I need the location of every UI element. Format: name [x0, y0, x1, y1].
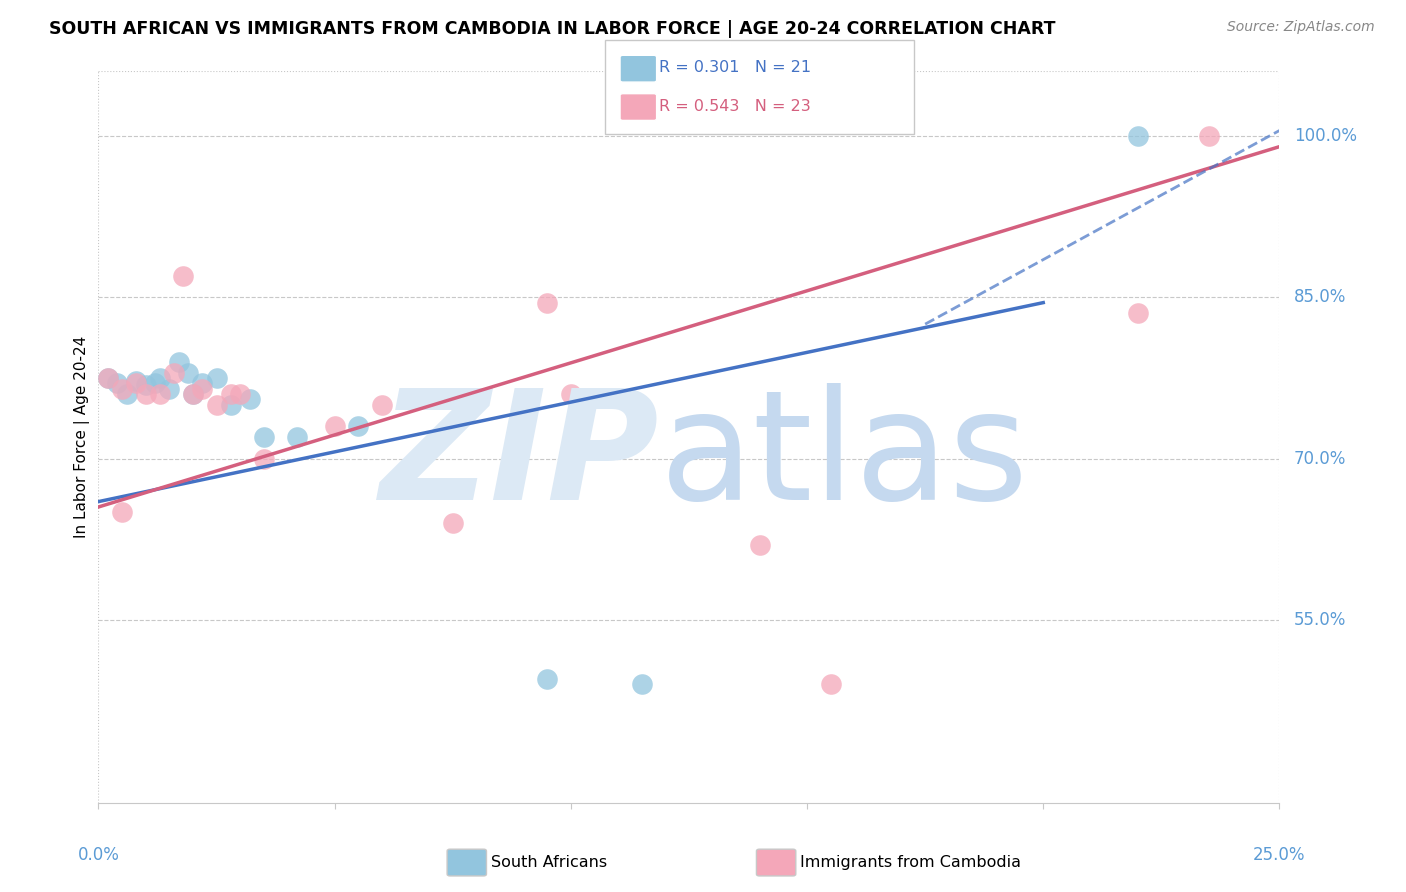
- Point: [143, 376, 166, 391]
- Point: [111, 505, 134, 519]
- Point: [820, 677, 842, 691]
- Point: [285, 430, 308, 444]
- Point: [163, 366, 186, 380]
- Point: [135, 378, 157, 392]
- Text: atlas: atlas: [659, 384, 1029, 533]
- Y-axis label: In Labor Force | Age 20-24: In Labor Force | Age 20-24: [75, 336, 90, 538]
- Point: [97, 371, 120, 385]
- Point: [97, 371, 120, 385]
- Point: [111, 382, 134, 396]
- Point: [172, 268, 194, 283]
- Point: [748, 538, 770, 552]
- Point: [125, 374, 148, 388]
- Point: [239, 392, 262, 407]
- Point: [1126, 306, 1149, 320]
- Point: [115, 387, 138, 401]
- Text: South Africans: South Africans: [491, 855, 607, 870]
- Text: 85.0%: 85.0%: [1294, 288, 1346, 306]
- Text: Source: ZipAtlas.com: Source: ZipAtlas.com: [1227, 20, 1375, 34]
- Point: [191, 382, 214, 396]
- Point: [181, 387, 204, 401]
- Text: 55.0%: 55.0%: [1294, 611, 1346, 629]
- Point: [135, 387, 157, 401]
- Point: [1126, 128, 1149, 143]
- Point: [536, 295, 558, 310]
- Point: [205, 371, 228, 385]
- Point: [323, 419, 346, 434]
- Point: [560, 387, 582, 401]
- Point: [441, 516, 464, 530]
- Point: [157, 382, 180, 396]
- Point: [253, 451, 276, 466]
- Point: [181, 387, 204, 401]
- Point: [149, 371, 172, 385]
- Point: [229, 387, 252, 401]
- Text: 25.0%: 25.0%: [1253, 846, 1306, 863]
- Text: 100.0%: 100.0%: [1294, 127, 1357, 145]
- Text: Immigrants from Cambodia: Immigrants from Cambodia: [800, 855, 1021, 870]
- Point: [219, 398, 242, 412]
- Text: 70.0%: 70.0%: [1294, 450, 1346, 467]
- Text: ZIP: ZIP: [380, 384, 659, 533]
- Point: [219, 387, 242, 401]
- Point: [167, 355, 190, 369]
- Point: [371, 398, 394, 412]
- Text: 0.0%: 0.0%: [77, 846, 120, 863]
- Point: [253, 430, 276, 444]
- Text: SOUTH AFRICAN VS IMMIGRANTS FROM CAMBODIA IN LABOR FORCE | AGE 20-24 CORRELATION: SOUTH AFRICAN VS IMMIGRANTS FROM CAMBODI…: [49, 20, 1056, 37]
- Point: [191, 376, 214, 391]
- Point: [125, 376, 148, 391]
- Point: [536, 672, 558, 686]
- Text: R = 0.543   N = 23: R = 0.543 N = 23: [659, 99, 811, 113]
- Text: R = 0.301   N = 21: R = 0.301 N = 21: [659, 61, 811, 75]
- Point: [205, 398, 228, 412]
- Point: [105, 376, 128, 391]
- Point: [630, 677, 652, 691]
- Point: [149, 387, 172, 401]
- Point: [1198, 128, 1220, 143]
- Point: [177, 366, 200, 380]
- Point: [347, 419, 370, 434]
